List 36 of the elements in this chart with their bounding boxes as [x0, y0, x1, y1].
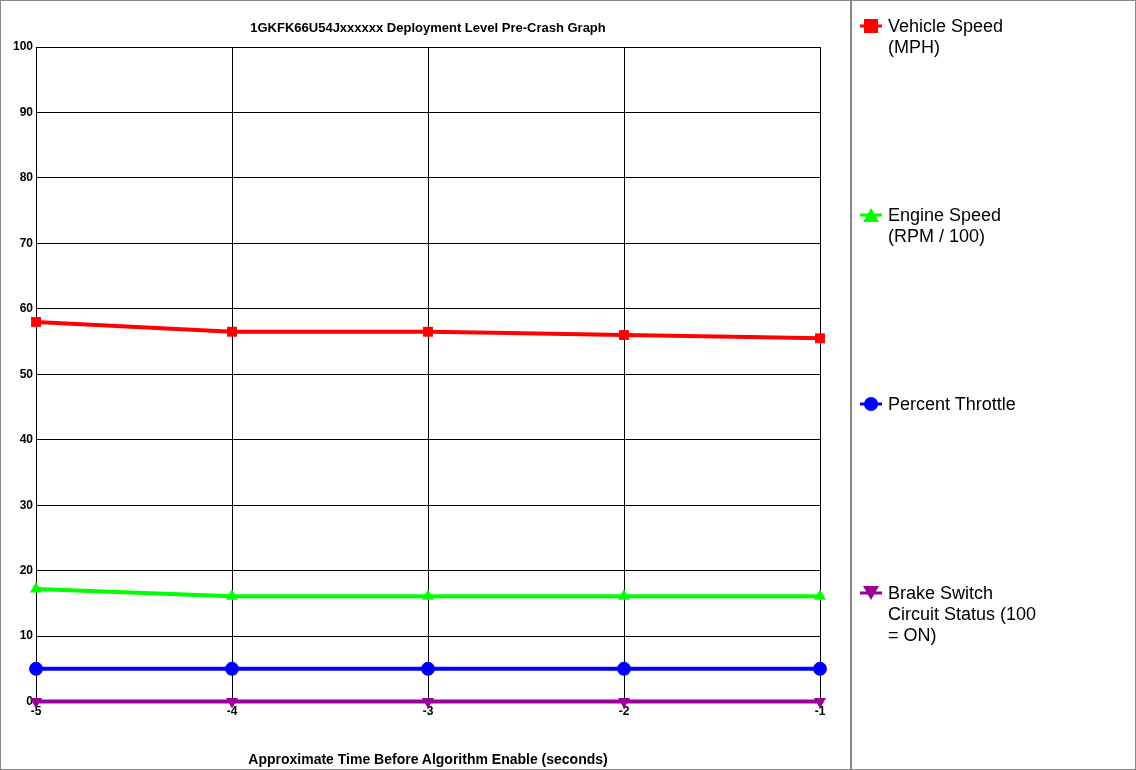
- point: [617, 589, 631, 600]
- x-axis-title: Approximate Time Before Algorithm Enable (seconds): [248, 750, 608, 767]
- legend-label: Engine Speed (RPM / 100): [888, 205, 1003, 247]
- legend-label: Percent Throttle: [888, 394, 1017, 415]
- chart-title: 1GKFK66U54Jxxxxxx Deployment Level Pre-Crash Graph: [250, 19, 606, 35]
- y-tick-label: 80: [19, 170, 34, 185]
- y-tick-label: 10: [19, 628, 34, 643]
- point: [29, 582, 43, 593]
- point: [423, 326, 433, 337]
- point: [225, 589, 239, 600]
- x-tick-label: -5: [30, 704, 42, 719]
- point: [227, 326, 237, 337]
- x-tick-label: -3: [422, 704, 434, 719]
- y-tick-label: 30: [19, 497, 34, 512]
- y-tick-label: 90: [19, 104, 34, 119]
- point: [29, 661, 44, 676]
- point: [617, 661, 632, 676]
- point: [619, 330, 629, 340]
- point: [225, 661, 240, 676]
- point: [31, 316, 41, 327]
- y-tick-label: 20: [19, 562, 34, 577]
- legend-label: Brake Switch Circuit Status (100 = ON): [888, 583, 1038, 646]
- y-tick-label: 50: [19, 366, 34, 381]
- legend-label: Vehicle Speed (MPH): [888, 16, 1005, 58]
- x-tick-label: -1: [814, 704, 826, 719]
- y-tick-label: 40: [19, 432, 34, 447]
- x-tick-label: -4: [226, 704, 238, 719]
- x-tick-label: -2: [618, 704, 630, 719]
- point: [421, 589, 435, 600]
- point: [813, 589, 827, 600]
- y-tick-label: 100: [12, 39, 34, 54]
- point: [815, 333, 825, 344]
- y-tick-label: 60: [19, 301, 34, 316]
- point: [813, 661, 827, 676]
- point: [421, 661, 436, 676]
- y-tick-label: 70: [19, 235, 34, 250]
